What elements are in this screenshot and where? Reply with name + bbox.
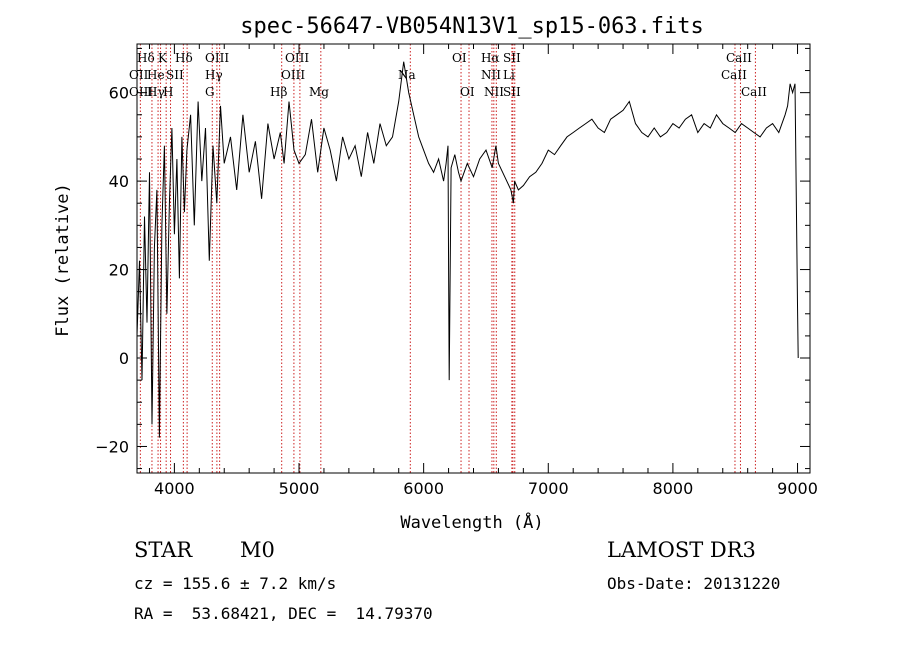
object-class: STAR (134, 538, 193, 562)
line-label: CaII (741, 85, 767, 99)
line-label: Hγ (147, 85, 165, 99)
line-label: Li (503, 68, 515, 82)
object-subclass: M0 (240, 538, 275, 562)
line-label: OIII (281, 68, 305, 82)
line-label: SII (503, 85, 521, 99)
line-label: NII (481, 68, 501, 82)
y-axis-ticks: −20 0 20 40 60 (95, 47, 810, 470)
line-label: CaII (721, 68, 747, 82)
x-tick-label: 4000 (154, 479, 195, 498)
x-tick-label: 6000 (403, 479, 444, 498)
line-label: OIII (205, 51, 229, 65)
line-label: OII (129, 68, 149, 82)
survey-name: LAMOST DR3 (607, 538, 756, 562)
observation-date: Obs-Date: 20131220 (607, 574, 781, 593)
emission-line-labels: Hδ K Hδ OIII OIII OI Hα SII CaII OII He … (129, 51, 767, 99)
chart-title: spec-56647-VB054N13V1_sp15-063.fits (240, 14, 704, 39)
x-tick-label: 9000 (777, 479, 818, 498)
x-axis-label: Wavelength (Å) (400, 511, 543, 533)
line-label: Na (398, 68, 416, 82)
line-label: K (158, 51, 168, 65)
coordinates: RA = 53.68421, DEC = 14.79370 (134, 604, 433, 623)
line-label: OIII (285, 51, 309, 65)
spectrum-chart: spec-56647-VB054N13V1_sp15-063.fits 4000… (53, 14, 818, 533)
line-label: NII (484, 85, 504, 99)
line-label: Hα (481, 51, 500, 65)
line-label: G (205, 85, 215, 99)
line-label: H (163, 85, 173, 99)
line-label: OIII (129, 85, 153, 99)
y-axis-label: Flux (relative) (53, 183, 73, 337)
line-label: He (147, 68, 165, 82)
line-label: SII (166, 68, 184, 82)
y-tick-label: 0 (119, 349, 129, 368)
line-label: Hβ (270, 85, 287, 99)
x-tick-label: 7000 (528, 479, 569, 498)
y-tick-label: −20 (95, 437, 129, 456)
line-label: Mg (309, 85, 329, 99)
line-label: SII (503, 51, 521, 65)
x-axis-ticks: 4000 5000 6000 7000 8000 9000 (148, 44, 818, 498)
y-tick-label: 20 (109, 261, 129, 280)
line-label: OI (460, 85, 475, 99)
x-tick-label: 5000 (279, 479, 320, 498)
y-tick-label: 40 (109, 172, 129, 191)
line-label: Hδ (175, 51, 193, 65)
spectrum-line (136, 61, 799, 438)
emission-line-markers (139, 44, 756, 473)
line-label: Hγ (205, 68, 223, 82)
plot-frame (136, 43, 811, 474)
redshift-velocity: cz = 155.6 ± 7.2 km/s (134, 574, 337, 593)
y-tick-label: 60 (109, 84, 129, 103)
x-tick-label: 8000 (653, 479, 694, 498)
line-label: CaII (726, 51, 752, 65)
line-label: OI (452, 51, 467, 65)
line-label: Hδ (137, 51, 155, 65)
